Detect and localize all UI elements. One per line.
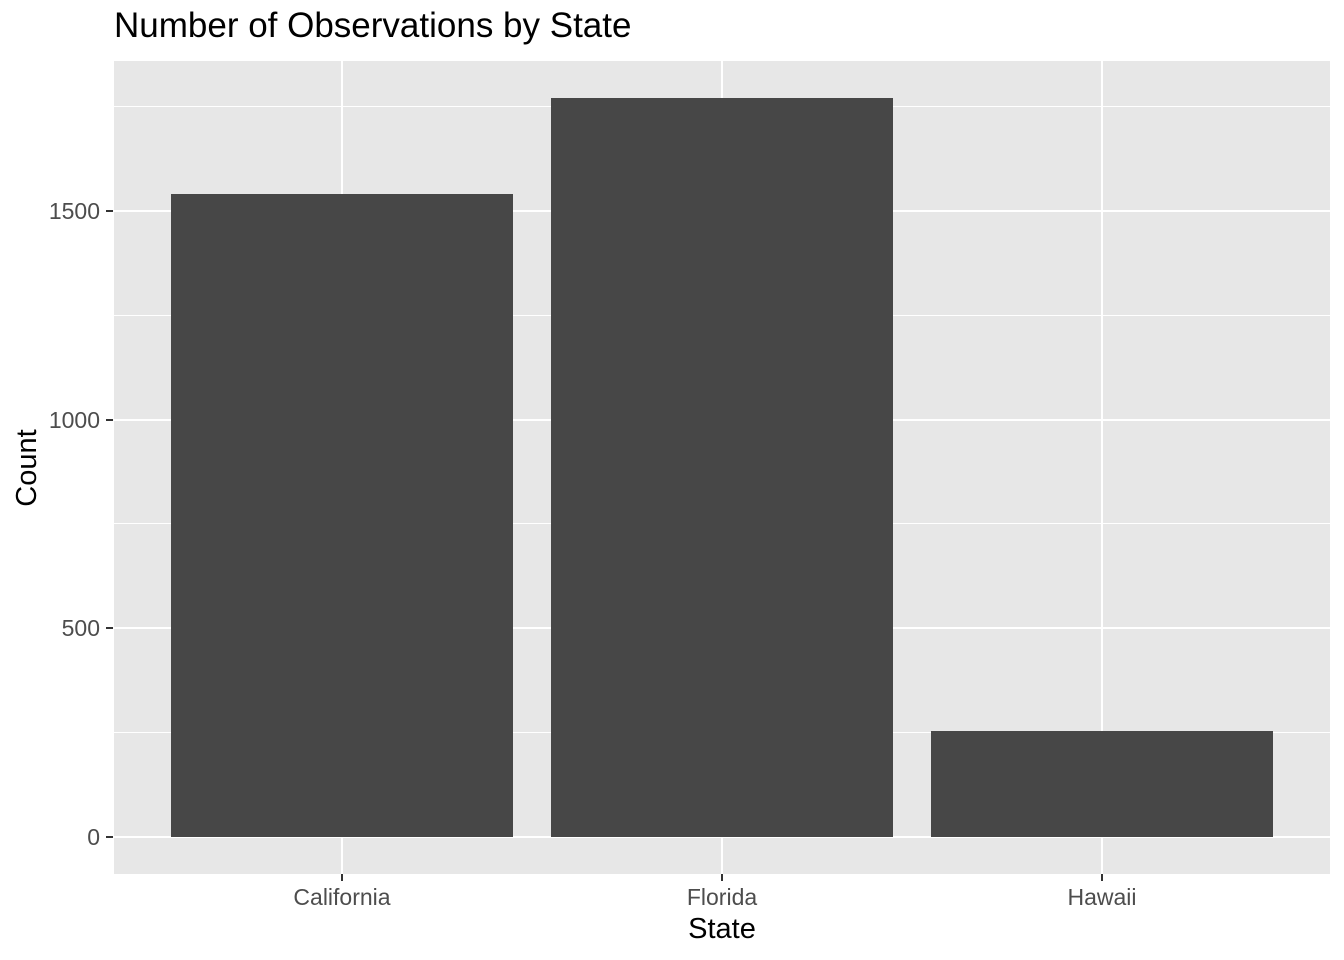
y-axis-title: Count — [11, 428, 43, 507]
y-tick-label: 1500 — [48, 197, 100, 224]
x-axis-title: State — [688, 913, 756, 945]
chart-title: Number of Observations by State — [114, 6, 632, 45]
x-tick-label: Florida — [686, 884, 758, 910]
x-tick-mark — [1101, 874, 1103, 881]
y-tick-mark — [106, 627, 113, 630]
y-tick-label: 1000 — [48, 406, 100, 433]
bar-florida — [551, 98, 893, 838]
x-tick-mark — [341, 874, 343, 881]
x-tick-label: Hawaii — [1067, 884, 1137, 910]
bar-hawaii — [931, 730, 1273, 838]
y-tick-mark — [106, 418, 113, 421]
y-tick-mark — [106, 209, 113, 212]
x-tick-mark — [721, 874, 723, 881]
bar-california — [171, 194, 513, 838]
y-tick-label: 0 — [87, 824, 100, 850]
y-tick-label: 500 — [61, 615, 100, 642]
gridline-major-vertical — [1101, 61, 1103, 874]
plot-panel — [114, 61, 1330, 874]
y-tick-mark — [106, 836, 113, 838]
x-tick-label: California — [293, 884, 391, 910]
